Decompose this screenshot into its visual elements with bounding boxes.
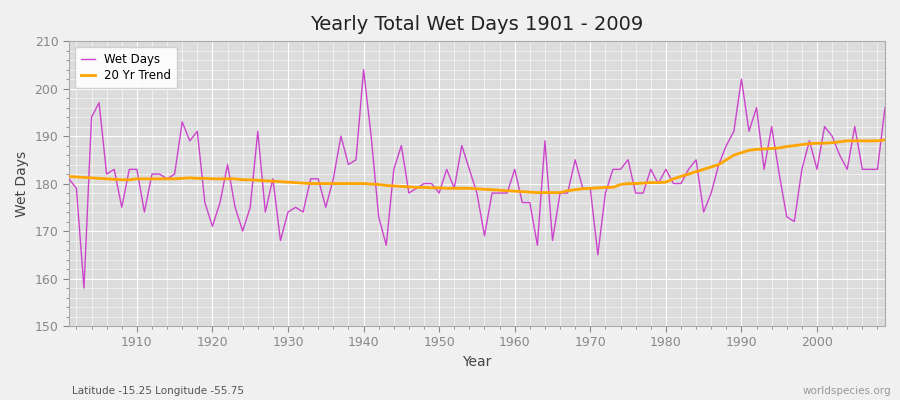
- Wet Days: [298, 210, 309, 214]
- Wet Days: [615, 167, 626, 172]
- Wet Days: [78, 286, 89, 290]
- Title: Yearly Total Wet Days 1901 - 2009: Yearly Total Wet Days 1901 - 2009: [310, 15, 644, 34]
- Wet Days: [63, 176, 74, 181]
- Text: worldspecies.org: worldspecies.org: [803, 386, 891, 396]
- X-axis label: Year: Year: [463, 355, 491, 369]
- 20 Yr Trend: [63, 174, 74, 179]
- 20 Yr Trend: [502, 188, 513, 193]
- Wet Days: [525, 200, 535, 205]
- Line: Wet Days: Wet Days: [68, 70, 885, 288]
- Wet Days: [343, 162, 354, 167]
- Wet Days: [517, 200, 527, 205]
- 20 Yr Trend: [608, 185, 618, 190]
- 20 Yr Trend: [124, 177, 135, 182]
- 20 Yr Trend: [336, 181, 346, 186]
- Y-axis label: Wet Days: Wet Days: [15, 150, 29, 217]
- Text: Latitude -15.25 Longitude -55.75: Latitude -15.25 Longitude -55.75: [72, 386, 244, 396]
- 20 Yr Trend: [290, 180, 301, 185]
- Legend: Wet Days, 20 Yr Trend: Wet Days, 20 Yr Trend: [75, 47, 177, 88]
- Wet Days: [879, 105, 890, 110]
- 20 Yr Trend: [532, 190, 543, 195]
- 20 Yr Trend: [879, 138, 890, 142]
- Line: 20 Yr Trend: 20 Yr Trend: [68, 140, 885, 192]
- 20 Yr Trend: [509, 189, 520, 194]
- Wet Days: [131, 167, 142, 172]
- Wet Days: [358, 67, 369, 72]
